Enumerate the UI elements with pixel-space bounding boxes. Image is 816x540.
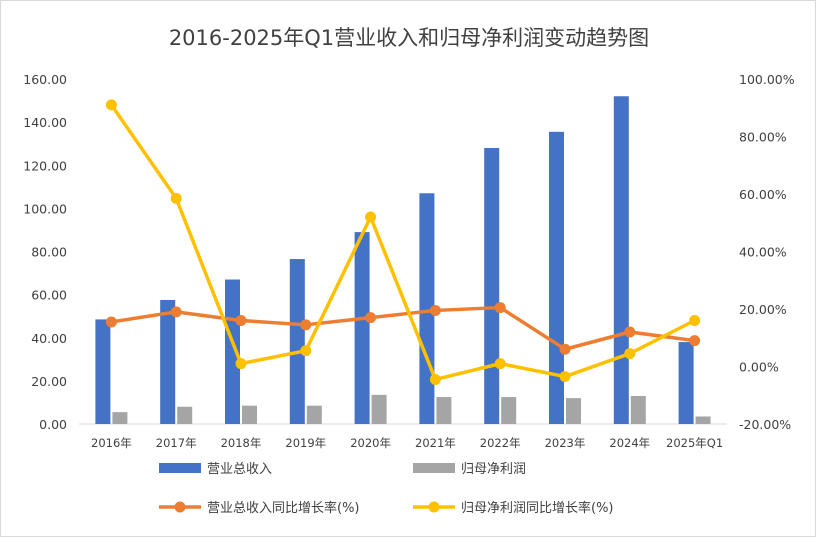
left-axis-tick-label: 160.00 bbox=[23, 72, 67, 87]
right-axis-tick-label: 100.00% bbox=[739, 72, 795, 87]
legend-marker-revenue-growth bbox=[174, 501, 186, 513]
legend-label-revenue-bar: 营业总收入 bbox=[207, 462, 272, 477]
legend-swatch-net-profit-bar bbox=[413, 463, 455, 473]
revenue-growth-point bbox=[235, 315, 247, 326]
revenue-bar bbox=[354, 232, 370, 424]
legend-swatch-revenue-bar bbox=[159, 463, 201, 473]
right-axis-tick-label: 20.00% bbox=[739, 302, 787, 317]
left-axis-tick-label: 20.00 bbox=[31, 374, 67, 389]
revenue-growth-point bbox=[105, 316, 117, 328]
revenue-growth-point bbox=[494, 302, 506, 314]
net-profit-bar bbox=[695, 416, 711, 424]
net-profit-bar bbox=[306, 405, 322, 424]
x-axis-tick-label: 2025年Q1 bbox=[666, 436, 723, 450]
x-axis-tick-label: 2023年 bbox=[545, 436, 586, 450]
net-profit-bar bbox=[177, 406, 193, 424]
revenue-growth-point bbox=[300, 319, 312, 331]
right-axis-tick-label: 60.00% bbox=[739, 187, 787, 202]
revenue-growth-point bbox=[429, 304, 441, 316]
x-axis-tick-label: 2020年 bbox=[350, 436, 391, 450]
left-axis-tick-label: 60.00 bbox=[31, 288, 67, 303]
revenue-growth-line bbox=[111, 305, 695, 351]
revenue-growth-point bbox=[365, 312, 377, 324]
revenue-bar bbox=[289, 259, 305, 424]
revenue-growth-point bbox=[689, 335, 701, 347]
right-axis-tick-label: 80.00% bbox=[739, 130, 787, 145]
net-profit-bar bbox=[242, 405, 257, 424]
revenue-growth-point bbox=[624, 326, 636, 338]
x-axis-tick-label: 2021年 bbox=[415, 436, 456, 450]
right-axis-tick-label: 0.00% bbox=[739, 360, 779, 375]
left-axis-tick-label: 100.00 bbox=[23, 201, 67, 216]
right-axis-tick-label: -20.00% bbox=[739, 417, 791, 432]
net-profit-growth-point bbox=[170, 192, 182, 204]
net-profit-growth-point bbox=[559, 371, 571, 383]
revenue-bar bbox=[160, 300, 176, 424]
net-profit-growth-line bbox=[109, 103, 696, 382]
net-profit-growth-point bbox=[235, 358, 247, 370]
net-profit-growth-point bbox=[429, 373, 441, 385]
legend-marker-net-profit-growth bbox=[428, 501, 440, 513]
net-profit-bar bbox=[371, 394, 387, 424]
chart-title: 2016-2025年Q1营业收入和归母净利润变动趋势图 bbox=[169, 26, 649, 50]
revenue-bar bbox=[678, 342, 694, 424]
net-profit-bar bbox=[436, 397, 452, 424]
left-axis-tick-label: 40.00 bbox=[31, 331, 67, 346]
right-axis-tick-label: 40.00% bbox=[739, 245, 787, 260]
revenue-bar bbox=[484, 148, 500, 424]
x-axis-tick-label: 2017年 bbox=[156, 436, 197, 450]
left-axis-tick-label: 80.00 bbox=[31, 245, 67, 260]
net-profit-bar bbox=[501, 397, 517, 424]
x-axis-tick-label: 2019年 bbox=[285, 436, 326, 450]
net-profit-growth-point bbox=[300, 345, 312, 357]
left-axis-tick-label: 0.00 bbox=[39, 417, 67, 432]
revenue-bar bbox=[225, 279, 240, 424]
net-profit-growth-point bbox=[624, 348, 636, 360]
net-profit-growth-point bbox=[365, 211, 377, 223]
net-profit-growth-point bbox=[105, 99, 117, 111]
x-axis-tick-label: 2016年 bbox=[91, 436, 132, 450]
net-profit-bar bbox=[630, 395, 646, 424]
x-axis-tick-label: 2022年 bbox=[480, 436, 521, 450]
left-axis-tick-label: 140.00 bbox=[23, 115, 67, 130]
x-axis-tick-label: 2024年 bbox=[609, 436, 650, 450]
net-profit-bar bbox=[566, 398, 581, 424]
net-profit-growth-point bbox=[494, 358, 506, 370]
revenue-bar bbox=[613, 96, 629, 424]
revenue-growth-point bbox=[170, 306, 182, 318]
revenue-bar bbox=[95, 319, 111, 424]
legend-label-net-profit-bar: 归母净利润 bbox=[461, 462, 526, 477]
revenue-growth-point bbox=[559, 343, 571, 355]
legend-label-net-profit-growth: 归母净利润同比增长率(%) bbox=[461, 500, 614, 516]
net-profit-growth-point bbox=[689, 315, 701, 326]
legend-label-revenue-growth: 营业总收入同比增长率(%) bbox=[207, 500, 360, 516]
x-axis-tick-label: 2018年 bbox=[221, 436, 262, 450]
net-profit-bar bbox=[112, 412, 128, 424]
left-axis-tick-label: 120.00 bbox=[23, 158, 67, 173]
